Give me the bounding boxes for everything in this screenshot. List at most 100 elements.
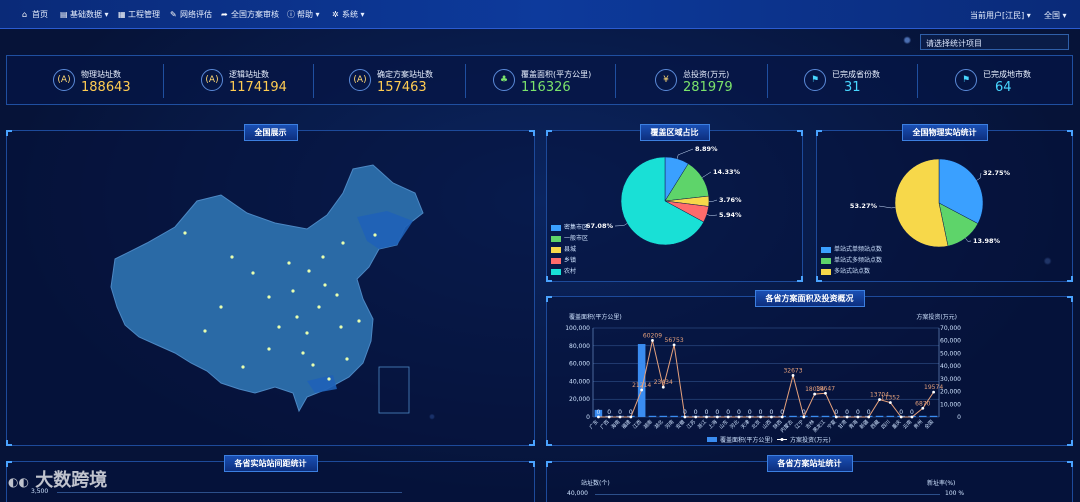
line-point[interactable] [759, 415, 762, 419]
line-point[interactable] [867, 415, 871, 419]
line-point[interactable] [932, 390, 935, 394]
x-tick-label: 新疆 [858, 418, 870, 430]
line-point[interactable] [672, 343, 676, 347]
legend-item[interactable]: 县城 [551, 245, 588, 256]
nav-basic-data[interactable]: ▤ 基础数据 ▾ [60, 10, 109, 19]
pie-leader-line [878, 205, 896, 209]
stat-value: 188643 [81, 80, 131, 95]
legend-item[interactable]: 乡镇 [551, 256, 588, 267]
share-icon: ➦ [221, 10, 228, 19]
line-point[interactable] [726, 415, 730, 419]
bar[interactable] [659, 415, 668, 417]
bar[interactable] [918, 415, 927, 417]
legend-item[interactable]: 单站式多频站点数 [821, 256, 882, 267]
line-point[interactable] [770, 415, 773, 419]
line-point[interactable] [845, 415, 849, 419]
line-point[interactable] [856, 415, 860, 419]
line-point[interactable] [607, 415, 611, 419]
x-tick-label: 西藏 [869, 418, 881, 430]
x-tick-label: 内蒙古 [779, 418, 795, 434]
line-point[interactable] [661, 385, 665, 389]
legend-item[interactable]: 一般市区 [551, 234, 588, 245]
legend-label[interactable]: 方案投资(万元) [790, 436, 831, 444]
line-point[interactable] [910, 415, 914, 419]
y-tick-label: 60,000 [569, 361, 590, 368]
y2-tick-label: 60,000 [940, 338, 961, 345]
line-point[interactable] [780, 415, 784, 419]
pie-leader-line [965, 238, 972, 242]
bar[interactable] [789, 415, 797, 417]
bar[interactable] [810, 415, 819, 417]
nav-engineering[interactable]: ▦ 工程管理 [118, 10, 160, 19]
legend-swatch [551, 235, 561, 242]
legend-item[interactable]: 单站式单频站点数 [821, 245, 882, 256]
data-label: 0 [705, 409, 709, 416]
x-tick-label: 北京 [750, 418, 762, 430]
grid-icon: ▦ [118, 10, 126, 19]
legend-item[interactable]: 多站式站点数 [821, 267, 882, 278]
y2-tick-label: 40,000 [940, 363, 961, 370]
nav-help[interactable]: ⓘ 帮助 ▾ [287, 10, 320, 19]
legend-label: 农村 [564, 268, 577, 275]
line-point[interactable] [888, 401, 892, 404]
region-select[interactable]: 全国 ▾ [1044, 11, 1067, 20]
legend-label: 乡镇 [564, 257, 577, 264]
line-point[interactable] [748, 415, 752, 419]
line-point[interactable] [715, 415, 719, 419]
legend-label: 单站式单频站点数 [834, 246, 883, 253]
legend-item[interactable]: 农村 [551, 267, 588, 278]
line-point[interactable] [813, 392, 817, 396]
bar[interactable] [670, 415, 678, 417]
pie-value-label: 14.33% [713, 168, 741, 176]
bar[interactable] [648, 415, 657, 417]
line-point[interactable] [683, 415, 687, 419]
pie-slice[interactable] [620, 156, 705, 246]
line-point[interactable] [802, 415, 806, 419]
line-point[interactable] [618, 415, 622, 419]
line-point[interactable] [878, 398, 881, 401]
pie-slice[interactable] [938, 158, 984, 224]
pie-slice[interactable] [894, 158, 949, 248]
data-label: 0 [759, 409, 763, 416]
line-point[interactable] [694, 415, 698, 419]
stat-label: 总投资(万元) [683, 70, 730, 79]
line-point[interactable] [899, 415, 903, 419]
project-select[interactable]: 请选择统计项目 [920, 34, 1069, 50]
line-point[interactable] [834, 415, 838, 419]
site-pie-chart[interactable]: 32.75% 13.98% 53.27% [817, 131, 1074, 283]
china-map[interactable] [7, 131, 536, 447]
nav-system[interactable]: ✲ 系统 ▾ [332, 10, 365, 19]
table-icon: ▤ [60, 10, 68, 19]
line-point[interactable] [921, 406, 925, 410]
bar[interactable] [875, 415, 884, 417]
line-point[interactable] [597, 415, 600, 419]
stat-label: 覆盖面积(平方公里) [521, 70, 592, 79]
nav-plan-review[interactable]: ➦ 全国方案审核 [221, 10, 279, 19]
user-menu[interactable]: 当前用户[江民] ▾ [970, 11, 1031, 20]
line-point[interactable] [705, 415, 708, 419]
line-point[interactable] [640, 388, 644, 392]
nav-network-eval[interactable]: ✎ 网络评估 [170, 10, 212, 19]
legend-label[interactable]: 覆盖面积(平方公里) [720, 436, 773, 444]
bar[interactable] [594, 409, 603, 417]
bar[interactable] [821, 415, 830, 417]
bar[interactable] [886, 415, 895, 417]
x-tick-label: 辽宁 [793, 418, 805, 430]
line-point[interactable] [791, 374, 795, 377]
pie-value-label: 53.27% [850, 202, 878, 210]
coverage-pie-chart[interactable]: 8.89% 14.33% 3.76% 5.94% 67.08% [547, 131, 804, 283]
legend-label: 多站式站点数 [834, 268, 871, 275]
line-point[interactable] [629, 415, 633, 419]
line-point[interactable] [651, 339, 654, 342]
legend-item[interactable]: 密集市区 [551, 223, 588, 234]
y-tick-label: 20,000 [569, 396, 590, 403]
stat-value: 31 [844, 80, 861, 95]
y2-tick-label: 70,000 [940, 325, 961, 332]
nav-home[interactable]: ⌂ 首页 [22, 10, 48, 19]
line-point[interactable] [737, 415, 741, 419]
line-point[interactable] [824, 391, 827, 395]
bar[interactable] [929, 415, 938, 417]
province-combo-chart[interactable]: 覆盖面积(平方公里) 方案投资(万元) 100,000 80,000 60,000 40,… [547, 297, 1074, 447]
bar[interactable] [637, 344, 646, 417]
area-icon: ♣ [493, 69, 515, 91]
